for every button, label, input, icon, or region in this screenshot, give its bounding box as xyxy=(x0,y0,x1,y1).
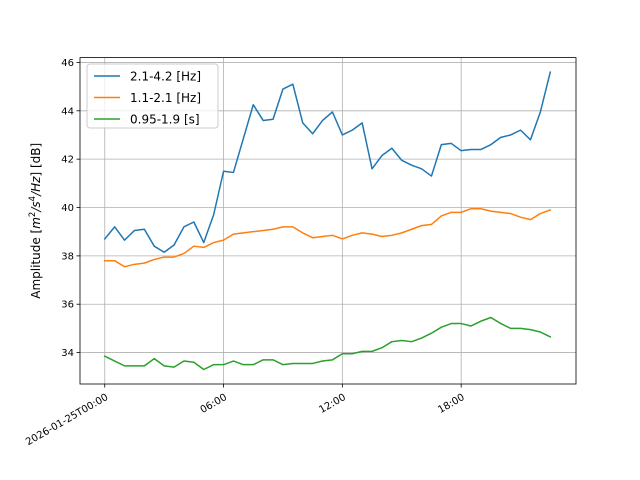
y-axis-ticks: 34 36 38 40 42 44 46 xyxy=(61,58,80,359)
y-axis-label-part: Amplitude [ xyxy=(29,229,43,299)
y-axis-label-exponent: 4 xyxy=(28,196,38,201)
series-lines xyxy=(103,71,552,371)
y-axis-label-unit: Hz xyxy=(29,176,43,192)
y-tick-label: 46 xyxy=(61,58,74,69)
y-axis-label-part: / xyxy=(29,190,43,197)
series-line-1 xyxy=(103,71,552,253)
y-axis-label-part: ] [dB] xyxy=(29,143,43,177)
series-line-2 xyxy=(104,207,552,268)
grid-lines xyxy=(80,57,576,384)
y-axis-label: Amplitude [m2/s4/Hz] [dB] xyxy=(28,143,43,299)
y-axis-label-exponent: 2 xyxy=(28,212,38,217)
y-axis-label-unit: s xyxy=(29,201,43,207)
y-tick-label: 38 xyxy=(61,251,74,262)
y-tick-label: 34 xyxy=(61,348,74,359)
legend-label: 0.95-1.9 [s] xyxy=(130,113,200,127)
y-axis-label-part: / xyxy=(29,206,43,213)
plot-frame xyxy=(79,57,577,385)
legend: 2.1-4.2 [Hz] 1.1-2.1 [Hz] 0.95-1.9 [s] xyxy=(86,63,219,129)
y-tick-label: 44 xyxy=(61,106,74,117)
legend-label: 1.1-2.1 [Hz] xyxy=(130,91,201,105)
legend-label: 2.1-4.2 [Hz] xyxy=(130,70,201,84)
y-tick-label: 42 xyxy=(61,155,74,166)
y-tick-label: 40 xyxy=(61,203,74,214)
series-line-3 xyxy=(103,316,552,371)
y-axis-label-unit: m xyxy=(29,217,43,229)
legend-box xyxy=(86,63,219,129)
y-tick-label: 36 xyxy=(61,300,74,311)
